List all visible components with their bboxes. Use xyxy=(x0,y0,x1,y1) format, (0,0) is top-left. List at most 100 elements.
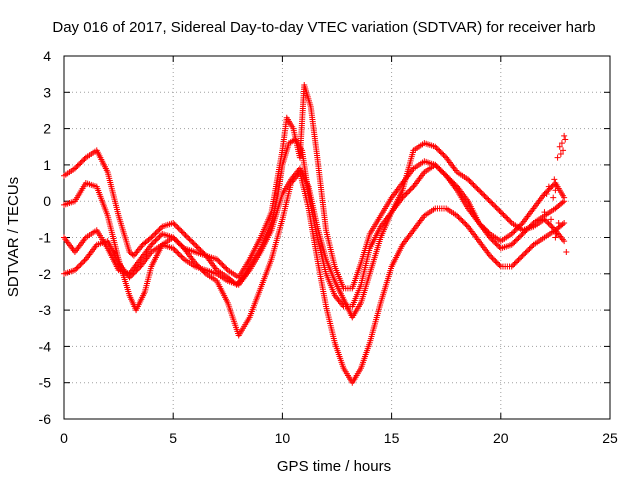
data-point xyxy=(459,218,466,225)
data-point xyxy=(409,185,416,192)
data-point xyxy=(497,209,504,216)
data-point xyxy=(516,233,523,240)
data-point xyxy=(219,261,226,268)
data-point xyxy=(478,190,485,197)
y-axis-label: SDTVAR / TECUs xyxy=(5,177,22,297)
data-point xyxy=(496,207,503,214)
data-point xyxy=(174,249,181,256)
data-point xyxy=(488,199,495,206)
data-point xyxy=(526,245,533,252)
series-track-4 xyxy=(61,140,568,321)
data-point xyxy=(477,188,484,195)
data-point xyxy=(76,161,83,168)
data-point xyxy=(489,237,496,244)
data-point xyxy=(189,239,196,246)
data-point xyxy=(484,228,491,235)
data-point xyxy=(495,242,502,249)
data-point xyxy=(78,260,85,267)
data-point xyxy=(511,228,518,235)
data-point xyxy=(215,257,222,264)
y-tick-label: 4 xyxy=(43,48,51,64)
data-point xyxy=(432,143,439,150)
data-point xyxy=(518,254,525,261)
y-tick-label: 3 xyxy=(43,84,51,100)
data-point xyxy=(194,244,201,251)
y-tick-label: 0 xyxy=(43,193,51,209)
data-point xyxy=(436,165,443,172)
data-point xyxy=(551,225,558,232)
data-point xyxy=(510,262,517,269)
data-point xyxy=(80,259,87,266)
data-point xyxy=(475,219,482,226)
data-point xyxy=(519,252,526,259)
data-point xyxy=(554,154,561,161)
data-point xyxy=(560,147,567,154)
data-point xyxy=(556,143,563,150)
data-point xyxy=(81,156,88,163)
data-point xyxy=(157,232,164,239)
data-point xyxy=(187,237,194,244)
data-point xyxy=(439,150,446,157)
data-point xyxy=(172,222,179,229)
data-point xyxy=(467,179,474,186)
data-point xyxy=(133,267,140,274)
data-point xyxy=(527,244,534,251)
data-point xyxy=(129,271,136,278)
data-point xyxy=(73,265,80,272)
data-point xyxy=(74,264,81,271)
data-point xyxy=(492,203,499,210)
data-point xyxy=(222,264,229,271)
data-point xyxy=(529,243,536,250)
data-point xyxy=(500,211,507,218)
data-point xyxy=(185,234,192,241)
x-tick-label: 0 xyxy=(60,430,68,446)
data-point xyxy=(485,196,492,203)
data-point xyxy=(510,240,517,247)
data-point xyxy=(493,259,500,266)
data-point xyxy=(518,232,525,239)
data-point xyxy=(437,149,444,156)
data-point xyxy=(553,230,560,237)
y-tick-label: -1 xyxy=(39,230,52,246)
data-point xyxy=(508,263,515,270)
data-point xyxy=(456,215,463,222)
data-point xyxy=(441,153,448,160)
data-point xyxy=(407,186,414,193)
data-point xyxy=(542,189,549,196)
data-point xyxy=(186,236,193,243)
data-point xyxy=(462,220,469,227)
data-point xyxy=(134,266,141,273)
data-point xyxy=(548,216,555,223)
y-tick-label: -3 xyxy=(39,302,52,318)
data-point xyxy=(179,254,186,261)
data-point xyxy=(81,257,88,264)
data-point xyxy=(151,231,158,238)
series-track-1 xyxy=(61,136,568,310)
data-point xyxy=(148,241,155,248)
data-point xyxy=(126,274,133,281)
data-point xyxy=(486,198,493,205)
outlier-point xyxy=(563,249,570,256)
data-point xyxy=(179,244,186,251)
data-point xyxy=(549,182,556,189)
grid xyxy=(64,56,610,419)
data-point xyxy=(171,235,178,242)
data-point xyxy=(71,165,78,172)
data-point xyxy=(151,239,158,246)
data-point xyxy=(475,187,482,194)
data-point xyxy=(549,224,556,231)
data-point xyxy=(542,217,549,224)
data-point xyxy=(543,190,550,197)
data-point xyxy=(153,236,160,243)
data-point xyxy=(561,194,568,201)
data-point xyxy=(465,176,472,183)
data-point xyxy=(482,226,489,233)
data-point xyxy=(458,216,465,223)
data-point xyxy=(178,242,185,249)
data-point xyxy=(514,236,521,243)
data-point xyxy=(172,237,179,244)
data-point xyxy=(223,265,230,272)
data-point xyxy=(77,261,84,268)
data-point xyxy=(153,229,160,236)
